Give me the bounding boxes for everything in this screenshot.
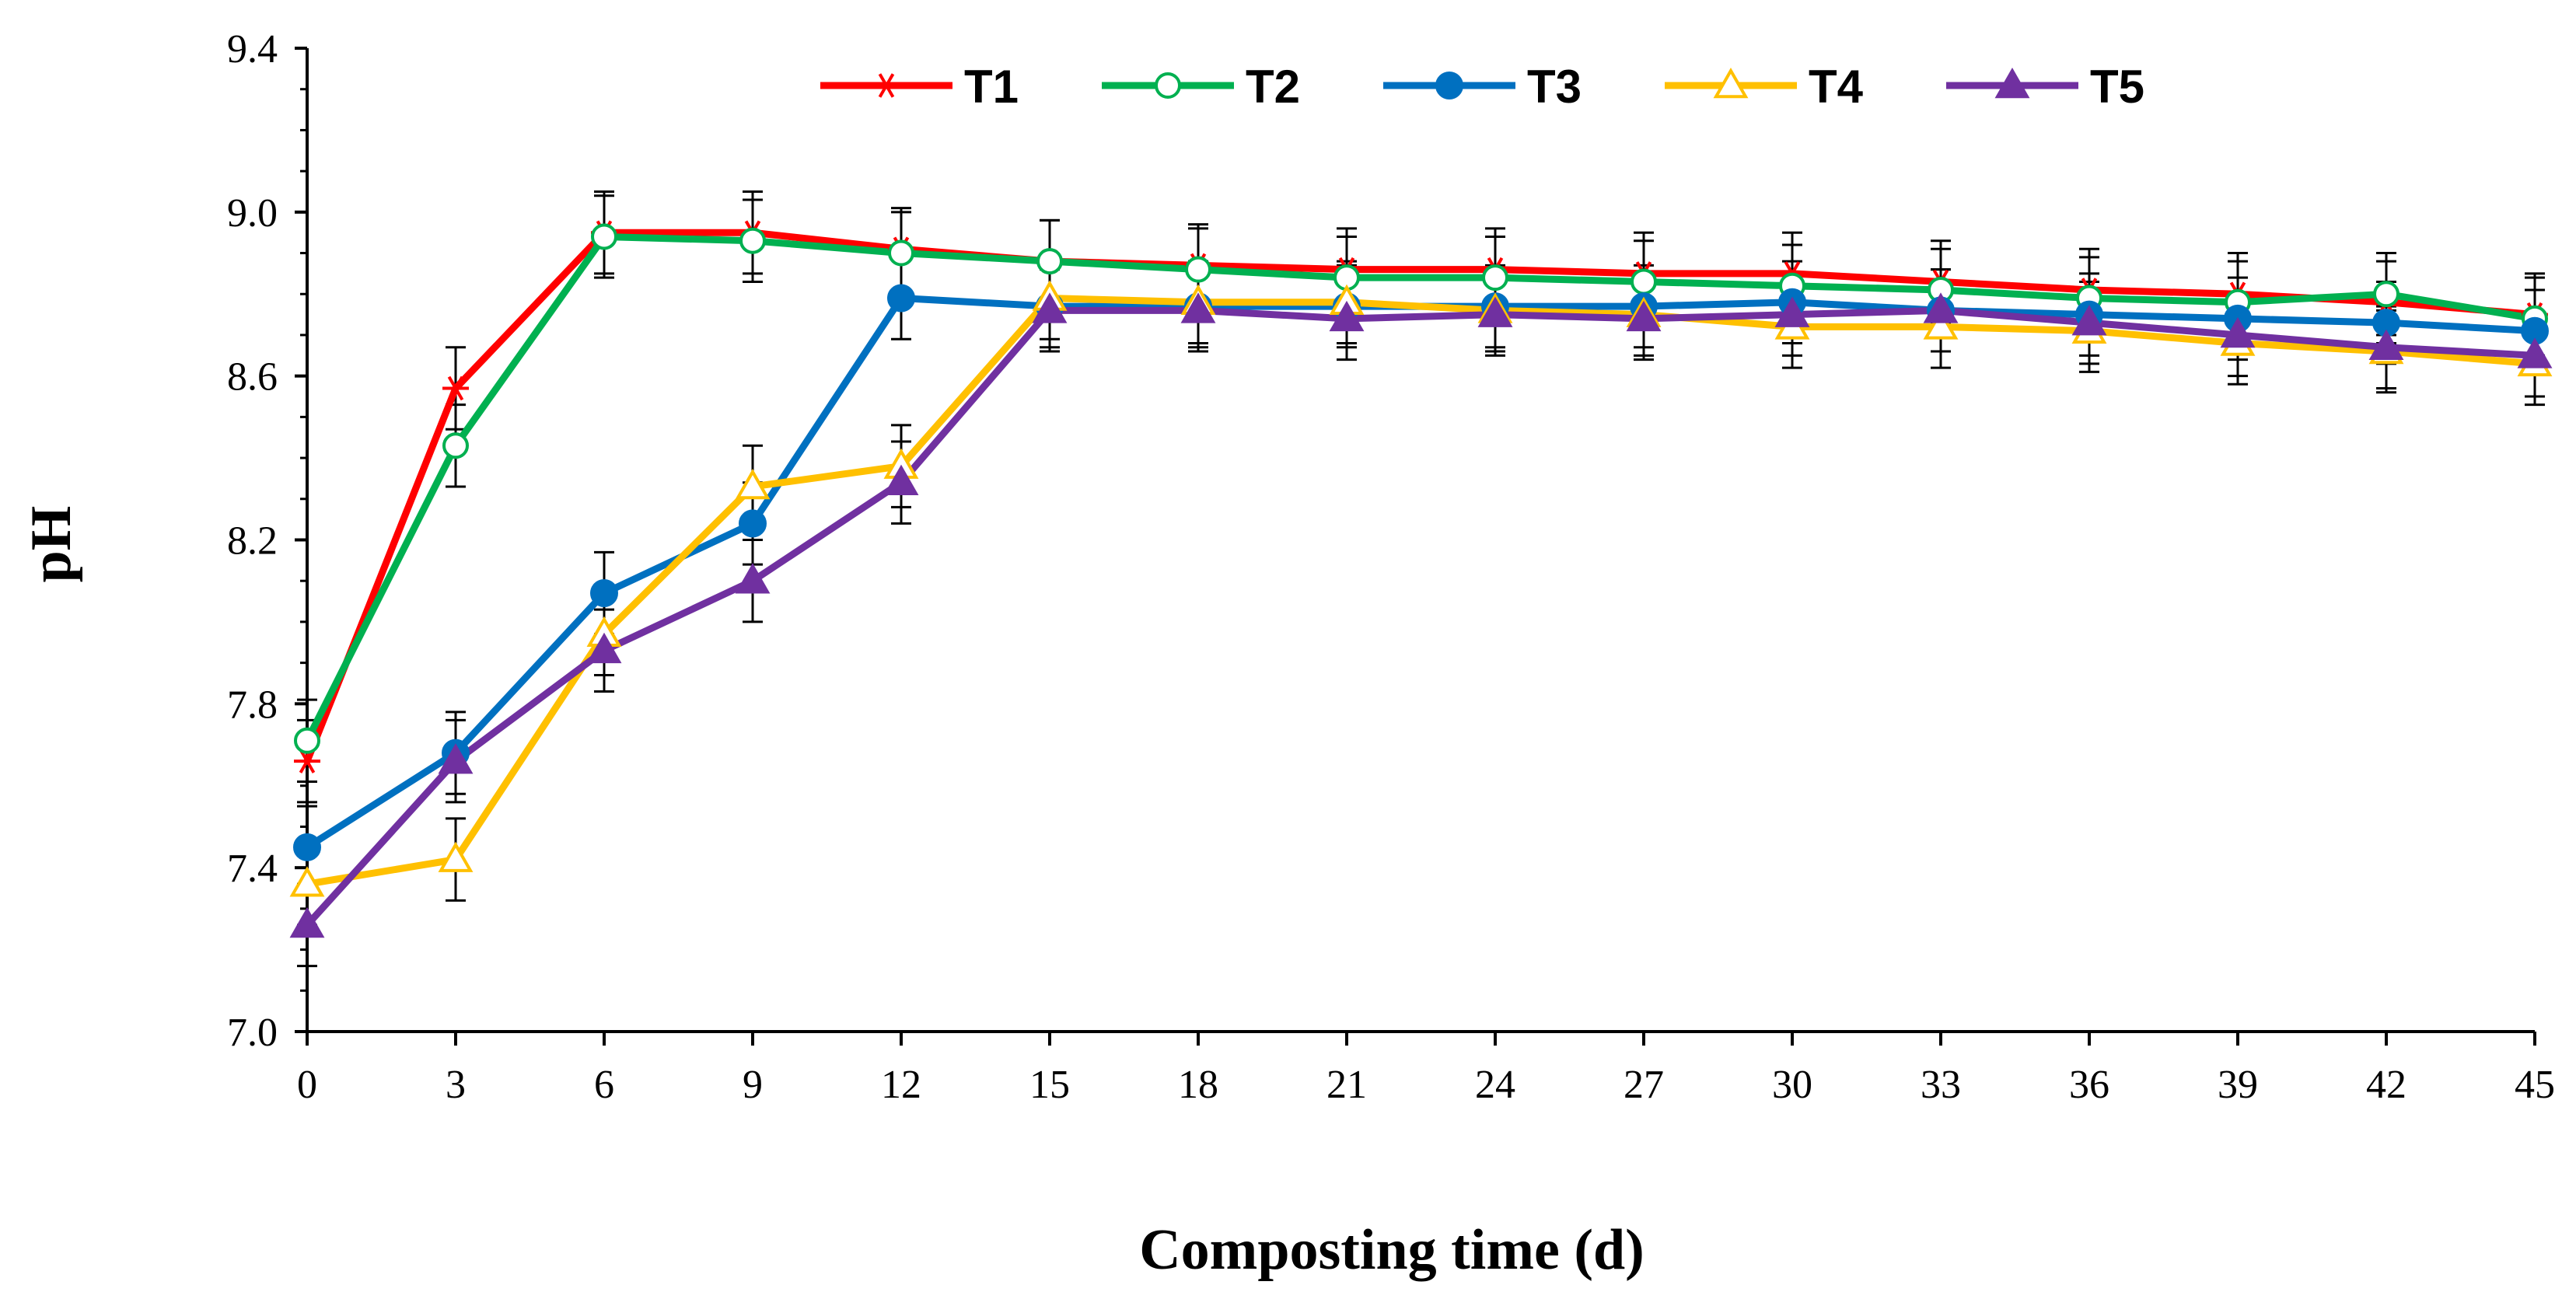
data-point-t5 <box>2220 316 2256 348</box>
data-point-t5 <box>1774 296 1810 327</box>
x-tick-label: 36 <box>2069 1063 2109 1107</box>
series-lines <box>303 229 2539 929</box>
data-point-t3 <box>590 579 618 608</box>
data-point-t2 <box>1631 268 1657 295</box>
series-markers <box>289 220 2553 938</box>
legend-marker-t2 <box>1155 72 1181 99</box>
legend-label-t1: T1 <box>964 61 1019 113</box>
series-line-t1 <box>303 229 2539 765</box>
y-tick-label: 7.0 <box>227 1011 278 1055</box>
data-point-t5 <box>1032 292 1068 323</box>
data-point-t3 <box>739 509 767 538</box>
legend-item-t5: T5 <box>1946 61 2144 113</box>
data-point-t4 <box>1923 309 1959 340</box>
data-point-t2 <box>1185 256 1211 283</box>
x-tick-label: 3 <box>446 1063 466 1107</box>
data-point-t2 <box>2373 281 2399 308</box>
y-tick-label: 9.4 <box>227 27 278 72</box>
series-line-t3 <box>303 295 2539 851</box>
series-line-t2 <box>303 232 2539 745</box>
data-point-t5 <box>438 743 474 774</box>
x-tick-label: 24 <box>1475 1063 1515 1107</box>
data-point-t1 <box>442 375 469 401</box>
x-tick-label: 15 <box>1029 1063 1070 1107</box>
x-tick-label: 18 <box>1178 1063 1218 1107</box>
data-point-t5 <box>1626 300 1662 332</box>
data-point-t3 <box>887 284 915 313</box>
data-point-t4 <box>735 468 771 500</box>
x-tick-label: 30 <box>1772 1063 1812 1107</box>
data-point-t4 <box>438 841 474 872</box>
axes: 7.07.47.88.28.69.09.40 3 6 9 12 15 18 21 24 27 30 3… <box>227 27 2555 1107</box>
x-tick-label: 45 <box>2515 1063 2555 1107</box>
legend-label-t2: T2 <box>1246 61 1300 113</box>
y-axis-title: pH <box>19 506 83 583</box>
data-point-t2 <box>591 223 617 250</box>
data-point-t5 <box>289 906 325 938</box>
y-tick-label: 7.4 <box>227 847 278 891</box>
y-tick-label: 7.8 <box>227 683 278 727</box>
data-point-t5 <box>1329 300 1365 332</box>
legend-label-t5: T5 <box>2090 61 2144 113</box>
data-point-t1 <box>294 749 320 773</box>
legend-item-t4: T4 <box>1665 61 1864 113</box>
y-tick-label: 9.0 <box>227 191 278 236</box>
legend-item-t3: T3 <box>1383 61 1582 113</box>
data-point-t5 <box>735 563 771 594</box>
x-tick-label: 21 <box>1326 1063 1367 1107</box>
data-point-t3 <box>293 833 321 861</box>
x-tick-label: 39 <box>2218 1063 2258 1107</box>
legend-marker-t5 <box>1994 67 2030 99</box>
data-point-t2 <box>1036 248 1063 275</box>
series-line-t4 <box>303 295 2539 888</box>
legend-label-t3: T3 <box>1527 61 1582 113</box>
data-point-t5 <box>1477 296 1513 327</box>
legend-item-t2: T2 <box>1102 61 1300 113</box>
data-point-t2 <box>442 432 469 459</box>
data-point-t5 <box>586 632 622 664</box>
series-line-t5 <box>303 306 2539 929</box>
x-axis-title: Composting time (d) <box>1139 1218 1645 1282</box>
data-point-t2 <box>888 239 914 267</box>
data-point-t2 <box>1482 264 1508 292</box>
data-point-t5 <box>883 464 919 495</box>
data-point-t2 <box>294 727 320 754</box>
legend-item-t1: T1 <box>820 61 1019 113</box>
data-point-t5 <box>1923 292 1959 323</box>
legend-marker-t3 <box>1435 72 1463 100</box>
data-point-t5 <box>2368 329 2404 361</box>
x-tick-label: 9 <box>743 1063 763 1107</box>
x-tick-label: 0 <box>297 1063 317 1107</box>
legend-marker-t1 <box>873 73 900 98</box>
y-tick-label: 8.2 <box>227 519 278 564</box>
data-point-t4 <box>289 866 325 897</box>
data-point-t2 <box>739 227 766 254</box>
x-tick-label: 42 <box>2366 1063 2406 1107</box>
x-tick-label: 27 <box>1624 1063 1664 1107</box>
x-tick-label: 33 <box>1921 1063 1961 1107</box>
legend-label-t4: T4 <box>1809 61 1864 113</box>
data-point-t5 <box>2071 305 2107 336</box>
legend-marker-t4 <box>1713 67 1749 99</box>
data-point-t5 <box>2517 337 2553 368</box>
data-point-t5 <box>1180 292 1216 323</box>
x-tick-label: 12 <box>881 1063 921 1107</box>
y-tick-label: 8.6 <box>227 355 278 400</box>
x-tick-label: 6 <box>594 1063 614 1107</box>
legend: T1 T2 T3 T4 T5 <box>820 61 2144 113</box>
